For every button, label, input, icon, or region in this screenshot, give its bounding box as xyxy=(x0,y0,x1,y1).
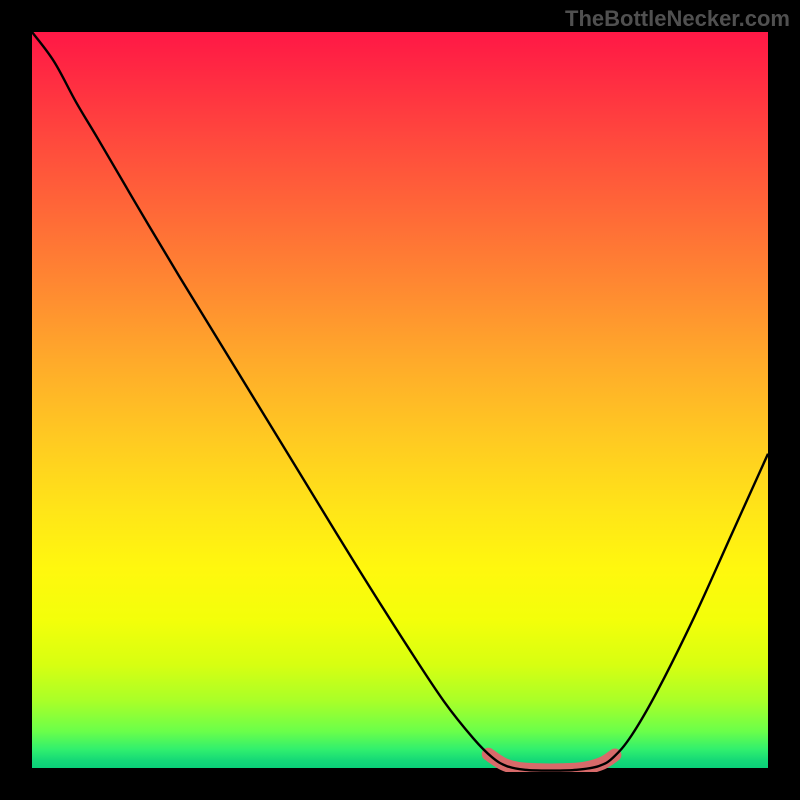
bottleneck-curve xyxy=(32,32,768,771)
watermark-text: TheBottleNecker.com xyxy=(565,6,790,32)
curve-layer xyxy=(32,32,768,772)
plot-area xyxy=(32,32,768,772)
